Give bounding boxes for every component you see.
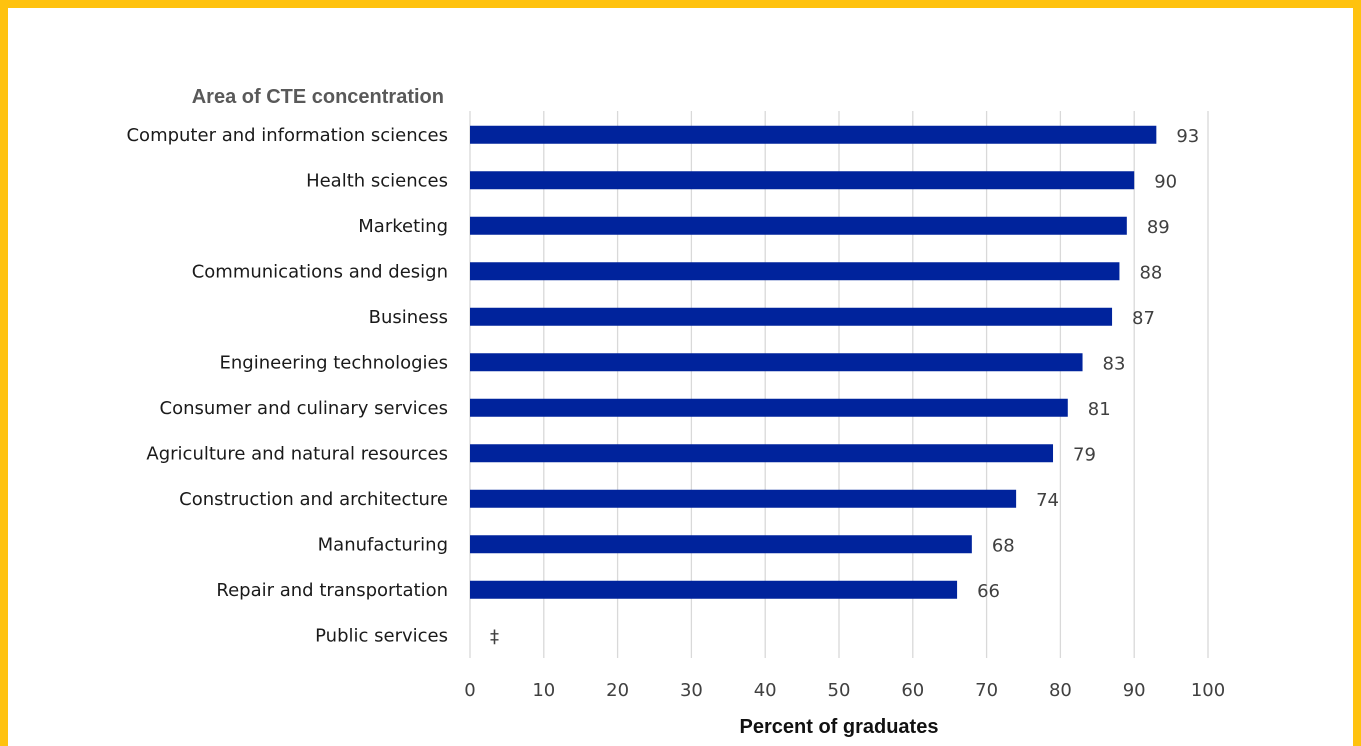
x-tick-label: 60: [901, 680, 924, 701]
bar: [470, 353, 1083, 372]
x-tick-label: 100: [1191, 680, 1225, 701]
gridlines: [469, 111, 1209, 658]
x-tick-label: 80: [1049, 680, 1072, 701]
category-label: Computer and information sciences: [126, 125, 448, 146]
bar: [470, 307, 1113, 326]
category-label: Health sciences: [306, 170, 448, 191]
x-tick-label: 50: [828, 680, 851, 701]
category-label: Engineering technologies: [220, 352, 448, 373]
data-label: 74: [1036, 490, 1059, 511]
x-tick-label: 10: [532, 680, 555, 701]
data-label: 68: [992, 535, 1015, 556]
category-label: Repair and transportation: [216, 580, 448, 601]
category-label: Public services: [315, 625, 448, 646]
x-tick-label: 90: [1123, 680, 1146, 701]
data-label: 90: [1154, 171, 1177, 192]
x-tick-label: 0: [464, 680, 475, 701]
bar: [470, 398, 1068, 417]
x-tick-label: 70: [975, 680, 998, 701]
data-label: 66: [977, 581, 1000, 602]
category-label: Consumer and culinary services: [160, 398, 448, 419]
bar: [470, 171, 1135, 190]
category-label: Manufacturing: [318, 534, 448, 555]
bar: [470, 489, 1017, 508]
bar-chart: Area of CTE concentration Computer and i…: [126, 86, 1225, 738]
x-tick-label: 20: [606, 680, 629, 701]
data-label: 83: [1103, 353, 1126, 374]
category-axis-title: Area of CTE concentration: [192, 86, 444, 108]
category-label: Marketing: [358, 216, 448, 237]
category-label: Business: [369, 307, 448, 328]
bar: [470, 262, 1120, 281]
data-label: ‡: [490, 626, 499, 647]
x-axis-ticks: 0 10 20 30 40 50 60 70 80 90 100: [464, 680, 1225, 701]
x-tick-label: 30: [680, 680, 703, 701]
data-label: 79: [1073, 444, 1096, 465]
x-axis-title: Percent of graduates: [740, 716, 939, 738]
data-label: 87: [1132, 308, 1155, 329]
bars: Computer and information sciences 93 Healt…: [126, 125, 1199, 648]
x-tick-label: 40: [754, 680, 777, 701]
bar: [470, 580, 958, 599]
category-label: Communications and design: [192, 261, 448, 282]
data-label: 81: [1088, 399, 1111, 420]
bar: [470, 444, 1054, 463]
chart-frame: Area of CTE concentration Computer and i…: [8, 8, 1353, 746]
bar: [470, 535, 972, 554]
category-label: Construction and architecture: [179, 489, 448, 510]
bar: [470, 125, 1157, 144]
data-label: 88: [1139, 262, 1162, 283]
data-label: 93: [1176, 126, 1199, 147]
bar: [470, 216, 1127, 235]
data-label: 89: [1147, 217, 1170, 238]
category-label: Agriculture and natural resources: [146, 443, 448, 464]
